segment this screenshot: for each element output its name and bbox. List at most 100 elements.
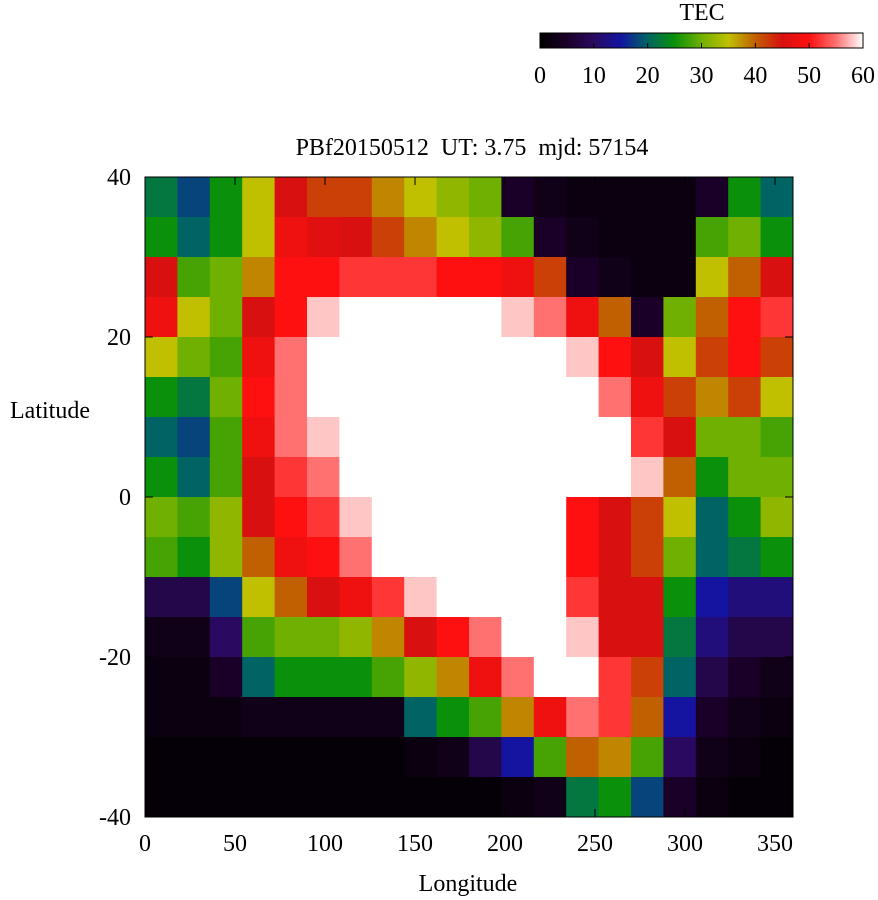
heatmap-cell	[728, 297, 762, 338]
heatmap-cell	[274, 697, 308, 738]
heatmap-cells	[145, 177, 794, 818]
heatmap-cell	[209, 257, 243, 298]
heatmap-cell	[177, 537, 211, 578]
heatmap-cell	[501, 697, 535, 738]
heatmap-cell	[469, 337, 502, 378]
heatmap-cell	[371, 217, 405, 258]
heatmap-cell	[663, 257, 697, 298]
heatmap-cell	[371, 657, 405, 698]
heatmap-cell	[404, 217, 438, 258]
y-tick-label: 0	[119, 485, 131, 511]
heatmap-cell	[695, 577, 729, 618]
heatmap-cell	[695, 457, 729, 498]
heatmap-cell	[242, 177, 276, 218]
heatmap-cell	[274, 737, 308, 778]
heatmap-cell	[371, 297, 405, 338]
heatmap-cell	[371, 257, 405, 298]
heatmap-cell	[598, 457, 632, 498]
heatmap-cell	[533, 217, 567, 258]
heatmap-cell	[598, 777, 632, 818]
heatmap-cell	[177, 697, 211, 738]
heatmap-cell	[598, 177, 632, 218]
heatmap-cell	[728, 577, 762, 618]
x-tick-label: 350	[757, 831, 793, 857]
heatmap-cell	[663, 537, 697, 578]
heatmap-cell	[760, 577, 794, 618]
heatmap-cell	[663, 297, 697, 338]
heatmap-cell	[695, 297, 729, 338]
heatmap-cell	[404, 377, 438, 418]
heatmap-cell	[566, 457, 600, 498]
heatmap-cell	[631, 577, 664, 618]
heatmap-cell	[566, 737, 600, 778]
heatmap-cell	[242, 777, 276, 818]
heatmap-cell	[145, 417, 178, 458]
y-tick-label: 20	[107, 325, 131, 351]
heatmap-cell	[663, 217, 697, 258]
heatmap-cell	[598, 417, 632, 458]
heatmap-cell	[404, 617, 438, 658]
heatmap-cell	[371, 177, 405, 218]
heatmap-cell	[177, 497, 211, 538]
heatmap-cell	[469, 577, 502, 618]
heatmap-cell	[209, 457, 243, 498]
heatmap-cell	[695, 177, 729, 218]
heatmap-cell	[663, 337, 697, 378]
heatmap-cell	[631, 617, 664, 658]
heatmap-cell	[631, 697, 664, 738]
heatmap-cell	[695, 617, 729, 658]
heatmap-cell	[695, 217, 729, 258]
heatmap-cell	[695, 737, 729, 778]
heatmap-cell	[145, 777, 178, 818]
heatmap-cell	[274, 577, 308, 618]
y-tick-label: 40	[107, 165, 131, 191]
heatmap-cell	[631, 297, 664, 338]
colorbar-tick-label: 20	[636, 63, 660, 89]
heatmap-cell	[242, 657, 276, 698]
heatmap-cell	[339, 577, 373, 618]
heatmap-cell	[760, 337, 794, 378]
heatmap-cell	[177, 737, 211, 778]
heatmap-cell	[307, 177, 340, 218]
heatmap-cell	[307, 617, 340, 658]
heatmap-cell	[436, 337, 470, 378]
heatmap-cell	[469, 297, 502, 338]
heatmap-cell	[695, 697, 729, 738]
heatmap-cell	[566, 657, 600, 698]
heatmap-cell	[242, 737, 276, 778]
heatmap-cell	[274, 617, 308, 658]
heatmap-cell	[598, 297, 632, 338]
heatmap-cell	[469, 417, 502, 458]
x-axis-label: Longitude	[419, 871, 518, 897]
heatmap-cell	[209, 177, 243, 218]
heatmap-cell	[533, 417, 567, 458]
heatmap-cell	[404, 177, 438, 218]
heatmap-cell	[695, 777, 729, 818]
heatmap-cell	[307, 497, 340, 538]
heatmap-cell	[436, 417, 470, 458]
heatmap-cell	[598, 657, 632, 698]
heatmap-cell	[404, 697, 438, 738]
heatmap-cell	[339, 617, 373, 658]
heatmap-cell	[177, 337, 211, 378]
heatmap-cell	[339, 457, 373, 498]
heatmap-cell	[436, 617, 470, 658]
heatmap-cell	[728, 617, 762, 658]
heatmap-cell	[501, 657, 535, 698]
heatmap-cell	[242, 257, 276, 298]
heatmap-cell	[404, 657, 438, 698]
colorbar-tick-label: 40	[743, 63, 767, 89]
heatmap-cell	[371, 617, 405, 658]
heatmap-cell	[469, 777, 502, 818]
heatmap-cell	[598, 697, 632, 738]
heatmap-cell	[242, 337, 276, 378]
heatmap-cell	[274, 537, 308, 578]
heatmap-cell	[209, 297, 243, 338]
x-tick-label: 200	[487, 831, 523, 857]
heatmap-cell	[566, 337, 600, 378]
heatmap-cell	[242, 377, 276, 418]
heatmap-cell	[533, 737, 567, 778]
heatmap-cell	[209, 537, 243, 578]
heatmap-cell	[436, 457, 470, 498]
heatmap-cell	[533, 497, 567, 538]
